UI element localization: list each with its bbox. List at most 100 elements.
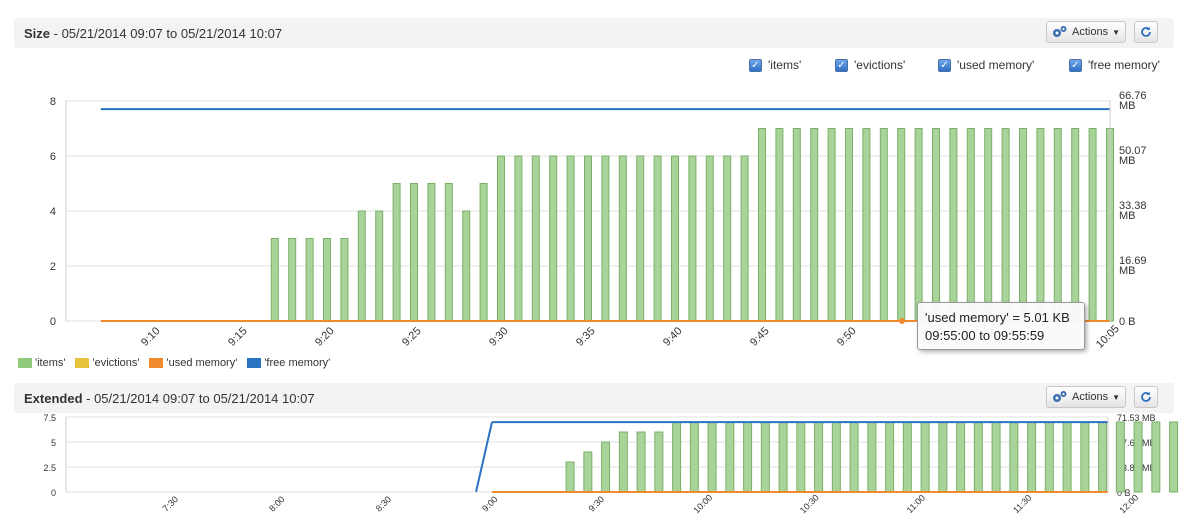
checkbox-items-label: 'items' xyxy=(768,58,802,72)
bar-items xyxy=(357,210,366,322)
bar-items xyxy=(1027,421,1037,493)
bar-items xyxy=(705,155,714,322)
x-tick-label: 9:15 xyxy=(226,325,250,349)
y-tick-label: 4 xyxy=(50,206,56,218)
x-tick-label: 9:30 xyxy=(487,325,511,349)
y-tick-label: 8 xyxy=(50,96,56,108)
bar-items xyxy=(814,421,824,493)
bar-items xyxy=(462,210,471,322)
extended-title-bold: Extended xyxy=(24,391,83,406)
x-tick-label: 10:30 xyxy=(798,492,821,515)
checkbox-checked-icon[interactable]: ✓ xyxy=(938,58,951,72)
bar-items xyxy=(375,210,384,322)
bar-items xyxy=(938,421,948,493)
y2-tick-label: 16.69 xyxy=(1119,255,1147,267)
bar-items xyxy=(775,128,784,322)
bar-items xyxy=(688,155,697,322)
bar-items xyxy=(792,128,801,322)
extended-refresh-button[interactable] xyxy=(1134,386,1158,408)
legend-swatch-evictions xyxy=(75,358,90,368)
y2-tick-unit: MB xyxy=(1119,210,1136,222)
y-tick-label: 0 xyxy=(51,488,56,498)
bar-items xyxy=(862,128,871,322)
bar-items xyxy=(427,183,436,322)
y2-tick-unit: MB xyxy=(1119,155,1136,167)
size-panel-title: Size - 05/21/2014 09:07 to 05/21/2014 10… xyxy=(24,26,282,41)
bar-items xyxy=(920,421,930,493)
bar-items xyxy=(565,461,575,493)
checkbox-free-memory[interactable]: ✓ 'free memory' xyxy=(1069,58,1160,72)
x-tick-label: 9:25 xyxy=(400,325,424,349)
bar-items xyxy=(654,431,664,493)
checkbox-evictions-label: 'evictions' xyxy=(854,58,906,72)
legend-item-free-memory[interactable]: 'free memory' xyxy=(247,357,330,369)
y-tick-label: 7.5 xyxy=(43,413,56,423)
legend-item-evictions[interactable]: 'evictions' xyxy=(75,357,139,369)
bar-items xyxy=(1001,128,1010,322)
chart-tooltip: 'used memory' = 5.01 KB 09:55:00 to 09:5… xyxy=(917,302,1085,350)
bar-items xyxy=(479,183,488,322)
y2-tick-label: 0 B xyxy=(1119,316,1136,328)
hover-point xyxy=(899,318,905,324)
bar-items xyxy=(845,128,853,322)
bar-items xyxy=(410,183,418,322)
bar-items xyxy=(270,238,279,322)
bar-items xyxy=(689,421,699,493)
bar-items xyxy=(885,421,895,493)
bar-items xyxy=(867,421,877,493)
y-tick-label: 2.5 xyxy=(43,463,56,473)
checkbox-evictions[interactable]: ✓ 'evictions' xyxy=(835,58,905,72)
checkbox-items[interactable]: ✓ 'items' xyxy=(749,58,801,72)
checkbox-checked-icon[interactable]: ✓ xyxy=(835,58,848,72)
checkbox-used-memory-label: 'used memory' xyxy=(957,58,1035,72)
checkbox-checked-icon[interactable]: ✓ xyxy=(1069,58,1082,72)
legend-item-used-memory[interactable]: 'used memory' xyxy=(149,357,237,369)
bar-items xyxy=(323,238,331,322)
bar-items xyxy=(618,155,627,322)
x-tick-label: 9:20 xyxy=(313,325,337,349)
size-panel-header: Size - 05/21/2014 09:07 to 05/21/2014 10… xyxy=(14,18,1174,48)
extended-panel-header: Extended - 05/21/2014 09:07 to 05/21/201… xyxy=(14,383,1174,413)
bar-items xyxy=(831,421,841,493)
bar-items xyxy=(636,155,645,322)
x-tick-label: 9:50 xyxy=(835,325,859,349)
checkbox-checked-icon[interactable]: ✓ xyxy=(749,58,762,72)
bar-items xyxy=(849,421,859,493)
legend-label-evictions: 'evictions' xyxy=(92,357,140,369)
checkbox-used-memory[interactable]: ✓ 'used memory' xyxy=(938,58,1034,72)
legend-label-free-memory: 'free memory' xyxy=(264,357,331,369)
refresh-icon xyxy=(1141,26,1151,37)
legend-swatch-used-memory xyxy=(149,358,164,368)
y2-tick-label: 71.53 MB xyxy=(1117,413,1156,423)
bar-items xyxy=(1169,421,1179,493)
bar-items xyxy=(1019,128,1027,322)
refresh-icon xyxy=(1141,391,1151,402)
bar-items xyxy=(514,155,523,322)
bar-items xyxy=(340,238,349,322)
bar-items xyxy=(1080,421,1090,493)
bar-items xyxy=(827,128,836,322)
bar-items xyxy=(723,155,732,322)
x-tick-label: 10:05 xyxy=(1094,323,1122,351)
bar-items xyxy=(671,155,679,322)
bar-items xyxy=(707,421,717,493)
extended-actions-button[interactable]: Actions ▼ xyxy=(1046,386,1126,408)
size-actions-button[interactable]: Actions ▼ xyxy=(1046,21,1126,43)
bar-items xyxy=(444,183,453,322)
legend-item-items[interactable]: 'items' xyxy=(18,357,65,369)
y-tick-label: 6 xyxy=(50,151,56,163)
bar-items xyxy=(1115,421,1125,493)
bar-items xyxy=(966,128,975,322)
bar-items xyxy=(566,155,575,322)
size-refresh-button[interactable] xyxy=(1134,21,1158,43)
bar-items xyxy=(984,128,993,322)
x-tick-label: 9:40 xyxy=(661,325,685,349)
x-tick-label: 11:30 xyxy=(1011,493,1034,516)
y2-tick-unit: MB xyxy=(1119,100,1136,112)
bar-items xyxy=(879,128,888,322)
bar-items xyxy=(897,128,906,322)
bar-items xyxy=(653,155,662,322)
bar-items xyxy=(810,128,819,322)
size-chart-legend: 'items' 'evictions' 'used memory' 'free … xyxy=(18,357,330,369)
